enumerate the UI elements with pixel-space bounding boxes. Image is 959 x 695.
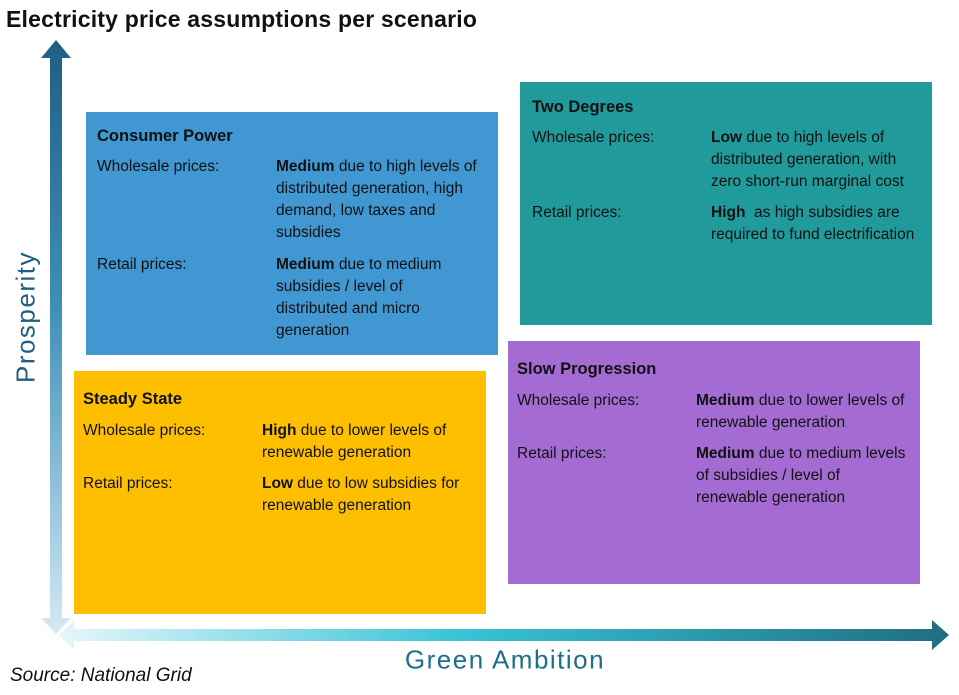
scenario-title: Consumer Power	[97, 127, 233, 145]
retail-description: Low due to low subsidies for renewable g…	[262, 475, 460, 514]
retail-description: Medium due to medium levels of subsidies…	[696, 445, 906, 506]
wholesale-label: Wholesale prices:	[97, 158, 220, 175]
scenario-steady-state: Steady State Wholesale prices: High due …	[74, 371, 486, 614]
price-level: Medium	[276, 256, 335, 273]
wholesale-description: Low due to high levels of distributed ge…	[711, 129, 904, 190]
wholesale-description: Medium due to high levels of distributed…	[276, 158, 477, 241]
wholesale-label: Wholesale prices:	[517, 392, 640, 409]
retail-label: Retail prices:	[517, 445, 607, 462]
y-axis-arrow	[41, 40, 71, 634]
price-level: High	[711, 204, 746, 221]
wholesale-label: Wholesale prices:	[83, 422, 206, 439]
scenario-title: Two Degrees	[532, 98, 634, 116]
y-axis-label: Prosperity	[10, 250, 41, 384]
retail-description: Medium due to medium subsidies / level o…	[276, 256, 442, 339]
retail-label: Retail prices:	[83, 475, 173, 492]
price-level: Medium	[696, 445, 755, 462]
scenario-slow-progression: Slow Progression Wholesale prices: Mediu…	[508, 341, 920, 584]
source-note: Source: National Grid	[10, 665, 192, 686]
x-axis-arrow	[58, 620, 949, 650]
scenario-consumer-power: Consumer Power Wholesale prices: Medium …	[86, 112, 498, 355]
price-level: High	[262, 422, 297, 439]
retail-description: High as high subsidies are required to f…	[711, 204, 915, 243]
retail-label: Retail prices:	[532, 204, 622, 221]
retail-label: Retail prices:	[97, 256, 187, 273]
page-title: Electricity price assumptions per scenar…	[6, 6, 478, 32]
price-level: Low	[711, 129, 742, 146]
scenario-two-degrees: Two Degrees Wholesale prices: Low due to…	[520, 82, 932, 325]
wholesale-label: Wholesale prices:	[532, 129, 655, 146]
price-level: Medium	[276, 158, 335, 175]
wholesale-description: High due to lower levels of renewable ge…	[262, 422, 447, 461]
price-level: Medium	[696, 392, 755, 409]
price-level: Low	[262, 475, 293, 492]
wholesale-description: Medium due to lower levels of renewable …	[696, 392, 905, 431]
x-axis-label: Green Ambition	[404, 644, 606, 675]
scenario-title: Steady State	[83, 390, 183, 408]
scenario-title: Slow Progression	[517, 360, 657, 378]
